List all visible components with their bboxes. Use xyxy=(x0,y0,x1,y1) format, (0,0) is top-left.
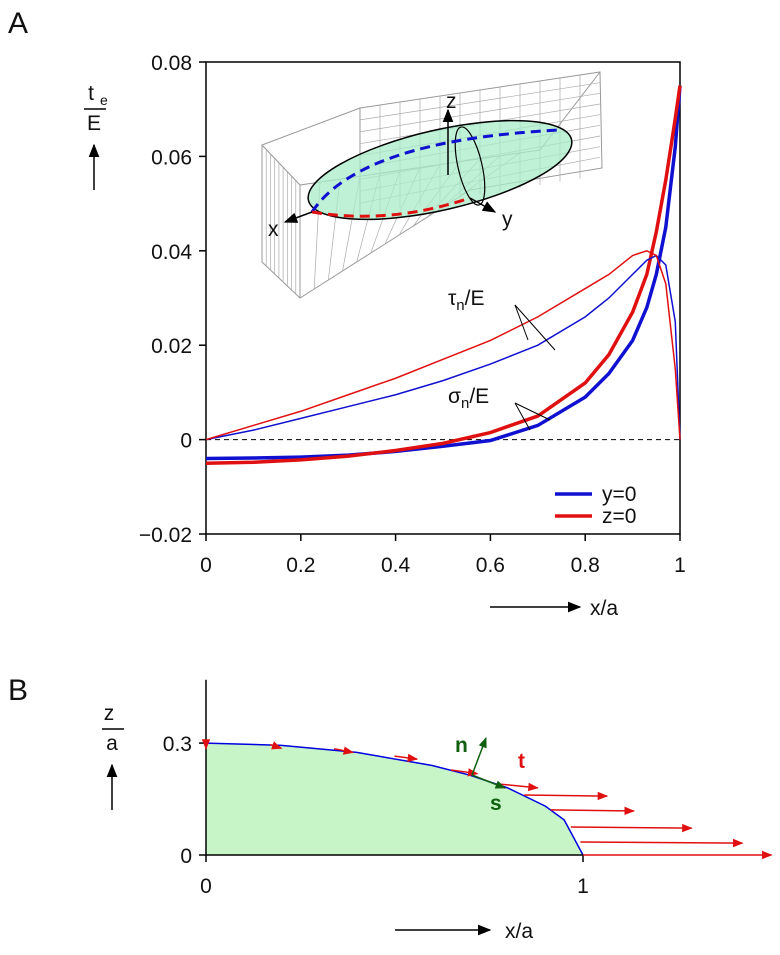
panel-label: A xyxy=(8,7,28,40)
inset-axis-label: x xyxy=(268,218,279,241)
line-series xyxy=(205,85,682,465)
annotation: σn/E xyxy=(448,385,489,412)
traction-vector xyxy=(580,838,744,848)
y-label: E xyxy=(87,112,101,135)
x-tick-label: 0 xyxy=(200,875,212,898)
inset-axis-label: y xyxy=(502,208,513,231)
traction-vector xyxy=(334,746,355,755)
traction-vector xyxy=(499,782,539,792)
y-tick-label: 0.06 xyxy=(151,146,192,169)
x-label: x/a xyxy=(505,920,533,943)
vector-label: s xyxy=(490,792,502,815)
traction-vector xyxy=(524,791,609,801)
y-tick-label: 0 xyxy=(180,845,192,868)
y-tick-label: 0.02 xyxy=(151,335,192,358)
x-tick-label: 0.2 xyxy=(286,554,315,577)
y-tick-label: 0.04 xyxy=(151,241,192,264)
y-tick-label: 0 xyxy=(180,430,192,453)
x-tick-label: 0.4 xyxy=(381,554,411,577)
y-label: z xyxy=(104,702,115,725)
x-tick-label: 0.6 xyxy=(476,554,505,577)
legend-label: z=0 xyxy=(602,505,636,528)
area-fill xyxy=(206,743,583,855)
traction-vector xyxy=(269,741,283,750)
line-series xyxy=(205,85,682,461)
leader-line xyxy=(514,304,556,351)
inset-ellipsoid xyxy=(261,71,603,299)
inset-axis-label: z xyxy=(446,90,457,113)
panel-label: B xyxy=(8,674,28,707)
leader-line xyxy=(514,304,529,341)
inset-grid xyxy=(359,82,601,121)
annotation: τn/E xyxy=(448,287,484,314)
x-label: x/a xyxy=(590,597,618,620)
y-label: a xyxy=(106,732,118,755)
traction-vector xyxy=(570,823,693,833)
y-label: t xyxy=(88,82,94,105)
traction-vector xyxy=(550,806,635,816)
x-tick-label: 0.8 xyxy=(571,554,600,577)
x-tick-label: 1 xyxy=(674,554,686,577)
normal-vector xyxy=(471,737,487,776)
x-tick-label: 1 xyxy=(577,875,589,898)
x-tick-label: 0 xyxy=(200,554,212,577)
vector-label: t xyxy=(518,750,525,773)
y-tick-label: −0.02 xyxy=(139,524,192,547)
legend-label: y=0 xyxy=(602,483,636,506)
traction-vector xyxy=(394,753,419,763)
y-tick-label: 0.08 xyxy=(151,52,192,75)
plot-frame xyxy=(205,61,681,535)
line-series xyxy=(205,254,681,441)
leader-line xyxy=(514,402,531,431)
vector-label: n xyxy=(455,734,468,757)
leader-line xyxy=(514,402,551,421)
line-series xyxy=(205,249,681,441)
y-tick-label: 0.3 xyxy=(163,733,192,756)
y-label-sub: e xyxy=(100,92,108,108)
tangent-vector xyxy=(471,774,506,789)
inset-grid xyxy=(359,92,601,133)
